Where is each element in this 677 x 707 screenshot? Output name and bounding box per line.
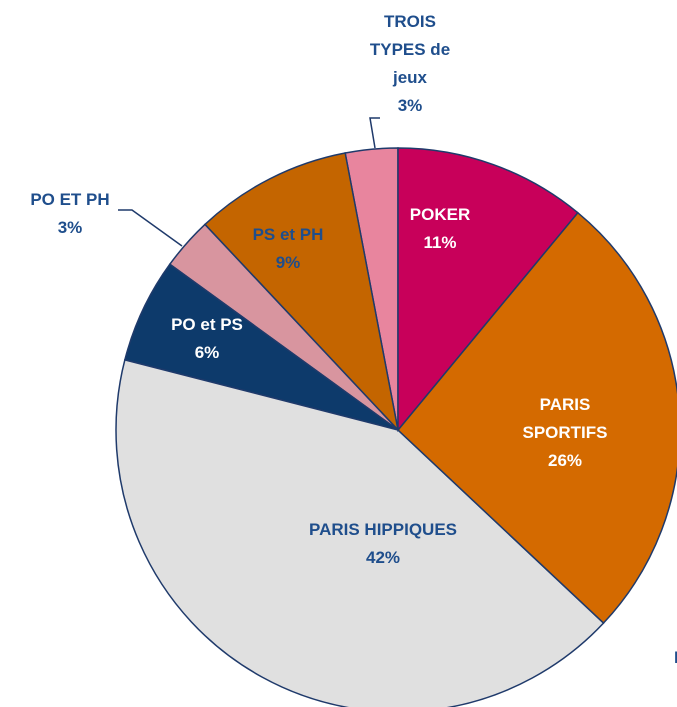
- pie-slice: [115, 358, 605, 707]
- category-label: PO et PS: [171, 315, 243, 334]
- category-label: PO ET PH: [30, 190, 110, 209]
- value-label: 3%: [57, 218, 83, 237]
- value-label: 3%: [397, 96, 423, 115]
- annotation: P: [674, 644, 677, 672]
- category-label: POKER: [409, 205, 471, 224]
- pie-slice: [396, 211, 677, 625]
- value-label: 42%: [365, 548, 401, 567]
- pie-slice: [203, 152, 400, 433]
- slice-label: PS et PH 9%: [228, 221, 348, 277]
- slice-label: PO ET PH 3%: [10, 186, 130, 242]
- value-label: 11%: [423, 233, 457, 252]
- value-label: 9%: [275, 253, 301, 272]
- leader-line: [369, 117, 380, 149]
- pie-slice: [397, 147, 579, 433]
- category-label: PARIS SPORTIFS: [522, 395, 608, 442]
- category-label: PS et PH: [252, 225, 324, 244]
- leader-line: [118, 209, 183, 247]
- slice-label: PO et PS 6%: [147, 311, 267, 367]
- slice-label: PARIS HIPPIQUES 42%: [298, 516, 468, 572]
- category-label: PARIS HIPPIQUES: [309, 520, 457, 539]
- slice-label: PARIS SPORTIFS 26%: [510, 391, 620, 475]
- slice-label: TROIS TYPES de jeux 3%: [363, 8, 458, 120]
- slice-label: POKER 11%: [380, 201, 500, 257]
- category-label: TROIS TYPES de jeux: [369, 12, 451, 87]
- value-label: 26%: [547, 451, 583, 470]
- value-label: 6%: [194, 343, 220, 362]
